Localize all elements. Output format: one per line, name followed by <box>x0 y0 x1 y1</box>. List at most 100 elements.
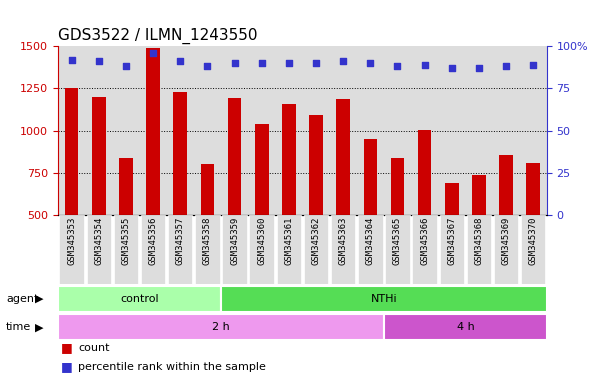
FancyBboxPatch shape <box>222 215 247 284</box>
Bar <box>174 92 187 215</box>
Bar <box>438 46 466 215</box>
Text: NTHi: NTHi <box>371 293 397 304</box>
Text: percentile rank within the sample: percentile rank within the sample <box>78 362 266 372</box>
Bar <box>309 114 323 215</box>
FancyBboxPatch shape <box>141 215 166 284</box>
Bar <box>146 48 160 215</box>
Text: GSM345357: GSM345357 <box>176 217 185 265</box>
Text: time: time <box>6 322 31 333</box>
FancyBboxPatch shape <box>221 286 547 311</box>
Bar <box>357 46 384 215</box>
Text: 4 h: 4 h <box>456 322 474 333</box>
FancyBboxPatch shape <box>59 215 84 284</box>
Bar <box>194 46 221 215</box>
Text: GSM345354: GSM345354 <box>94 217 103 265</box>
Bar <box>472 175 486 215</box>
Point <box>501 63 511 70</box>
Point <box>67 56 76 63</box>
Point <box>202 63 212 70</box>
Bar <box>248 46 276 215</box>
FancyBboxPatch shape <box>331 215 356 284</box>
Point <box>284 60 294 66</box>
Bar <box>466 46 492 215</box>
FancyBboxPatch shape <box>521 215 546 284</box>
FancyBboxPatch shape <box>304 215 328 284</box>
FancyBboxPatch shape <box>249 215 274 284</box>
Text: control: control <box>120 293 159 304</box>
Bar <box>445 183 459 215</box>
Text: GSM345362: GSM345362 <box>312 217 321 265</box>
Bar <box>411 46 438 215</box>
Bar <box>364 139 377 215</box>
FancyBboxPatch shape <box>58 314 384 340</box>
Point <box>257 60 266 66</box>
FancyBboxPatch shape <box>412 215 437 284</box>
Text: GSM345355: GSM345355 <box>122 217 130 265</box>
Bar <box>337 99 350 215</box>
Text: GSM345360: GSM345360 <box>257 217 266 265</box>
Text: agent: agent <box>6 293 38 304</box>
Bar <box>520 46 547 215</box>
FancyBboxPatch shape <box>439 215 464 284</box>
Text: GSM345356: GSM345356 <box>148 217 158 265</box>
Point <box>365 60 375 66</box>
Bar <box>255 124 268 215</box>
Text: 2 h: 2 h <box>212 322 230 333</box>
Bar <box>527 163 540 215</box>
Bar <box>139 46 167 215</box>
Point <box>474 65 484 71</box>
Point <box>338 58 348 65</box>
FancyBboxPatch shape <box>168 215 192 284</box>
Text: GSM345361: GSM345361 <box>284 217 293 265</box>
FancyBboxPatch shape <box>195 215 219 284</box>
Text: GSM345358: GSM345358 <box>203 217 212 265</box>
Text: GSM345369: GSM345369 <box>502 217 511 265</box>
Text: GSM345364: GSM345364 <box>366 217 375 265</box>
Bar <box>492 46 520 215</box>
Bar <box>384 46 411 215</box>
Text: ▶: ▶ <box>35 322 44 333</box>
FancyBboxPatch shape <box>58 286 221 311</box>
FancyBboxPatch shape <box>386 215 410 284</box>
FancyBboxPatch shape <box>467 215 491 284</box>
Text: ■: ■ <box>61 360 73 373</box>
Text: GSM345367: GSM345367 <box>447 217 456 265</box>
Text: ▶: ▶ <box>35 293 44 304</box>
Bar <box>499 155 513 215</box>
Bar <box>390 157 404 215</box>
Text: GDS3522 / ILMN_1243550: GDS3522 / ILMN_1243550 <box>58 28 258 44</box>
Text: GSM345359: GSM345359 <box>230 217 239 265</box>
Bar <box>329 46 357 215</box>
FancyBboxPatch shape <box>277 215 301 284</box>
FancyBboxPatch shape <box>494 215 518 284</box>
Text: GSM345363: GSM345363 <box>338 217 348 265</box>
Bar <box>221 46 248 215</box>
Bar <box>92 97 106 215</box>
Text: GSM345366: GSM345366 <box>420 217 429 265</box>
FancyBboxPatch shape <box>114 215 138 284</box>
Bar <box>228 98 241 215</box>
Bar <box>119 157 133 215</box>
FancyBboxPatch shape <box>358 215 382 284</box>
Text: count: count <box>78 343 110 353</box>
Bar <box>167 46 194 215</box>
Bar <box>302 46 329 215</box>
Text: GSM345365: GSM345365 <box>393 217 402 265</box>
Bar <box>200 164 214 215</box>
FancyBboxPatch shape <box>384 314 547 340</box>
Bar <box>58 46 85 215</box>
Point <box>94 58 104 65</box>
Point <box>230 60 240 66</box>
Bar <box>418 130 431 215</box>
Point <box>393 63 403 70</box>
Text: GSM345368: GSM345368 <box>475 217 483 265</box>
Bar <box>112 46 139 215</box>
Point <box>148 50 158 56</box>
Point <box>175 58 185 65</box>
Bar <box>85 46 112 215</box>
Bar <box>276 46 302 215</box>
Text: GSM345370: GSM345370 <box>529 217 538 265</box>
Point <box>420 61 430 68</box>
Point <box>529 61 538 68</box>
Text: GSM345353: GSM345353 <box>67 217 76 265</box>
